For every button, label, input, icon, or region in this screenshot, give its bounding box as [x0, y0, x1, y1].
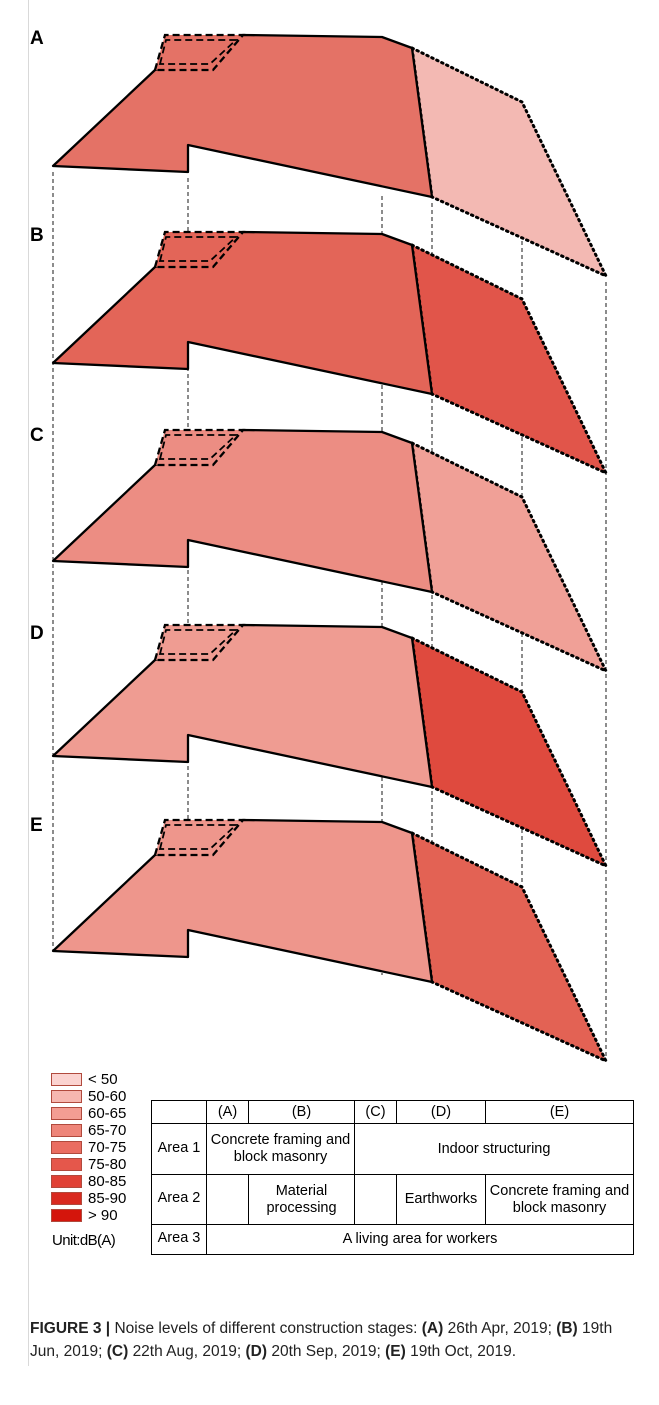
caption-key: (C)	[106, 1342, 129, 1360]
table-row: Area 1 Concrete framing and block masonr…	[151, 1123, 634, 1175]
area3-living-zone	[410, 242, 610, 477]
caption-text: Noise levels of different construction s…	[114, 1320, 418, 1337]
area2-site-outline	[51, 623, 434, 789]
table-cell: Earthworks	[396, 1174, 486, 1225]
legend-item: 50-60	[46, 1089, 156, 1105]
caption-date: 22th Aug, 2019;	[132, 1342, 242, 1360]
legend-label: 85-90	[88, 1190, 127, 1207]
area3-living-zone	[410, 830, 610, 1065]
table-cell	[206, 1174, 249, 1225]
caption-date: 19th Oct, 2019.	[410, 1342, 517, 1360]
legend-label: > 90	[88, 1207, 118, 1224]
table-cell: Material processing	[248, 1174, 355, 1225]
area3-living-zone	[410, 440, 610, 675]
table-cell	[354, 1174, 397, 1225]
area1-building-outline	[153, 33, 246, 72]
table-cell: A living area for workers	[206, 1224, 634, 1255]
area3-label: Area 3	[157, 1230, 201, 1246]
legend-item: 75-80	[46, 1157, 156, 1173]
legend-item: > 90	[46, 1208, 156, 1224]
legend-swatch	[51, 1209, 82, 1222]
table-corner-cell	[151, 1100, 207, 1124]
noise-map-stack	[51, 33, 610, 1065]
area1-building-outline	[153, 623, 246, 662]
caption-key: (A)	[421, 1320, 444, 1337]
table-header-cell: (D)	[396, 1100, 486, 1124]
area2-site-outline	[51, 818, 434, 984]
legend-swatch	[51, 1073, 82, 1086]
table-row: Area 2 Material processing Earthworks Co…	[151, 1174, 634, 1225]
caption-date: 20th Sep, 2019;	[271, 1342, 381, 1360]
area1-inner-outline	[158, 434, 239, 460]
construction-stage-table: (A) (B) (C) (D) (E) Area 1 Concrete fram…	[151, 1100, 634, 1255]
legend-label: 70-75	[88, 1139, 127, 1156]
legend-item: 60-65	[46, 1106, 156, 1122]
legend-unit: Unit:dB(A)	[52, 1232, 116, 1249]
area2-site-outline	[51, 428, 434, 594]
area3-living-zone	[410, 635, 610, 870]
legend-item: 70-75	[46, 1140, 156, 1156]
table-header-cell: (C)	[354, 1100, 397, 1124]
page-margin-rule	[28, 0, 29, 1366]
area1-cell: Area 1	[151, 1123, 207, 1175]
table-header-cell: (A)	[206, 1100, 249, 1124]
caption-figure-label: FIGURE 3 |	[30, 1320, 111, 1337]
legend-swatch	[51, 1124, 82, 1137]
area1-inner-outline	[158, 236, 239, 262]
table-cell: Concrete framing and block masonry	[485, 1174, 634, 1225]
caption-date: 19th Jun, 2019;	[30, 1320, 613, 1360]
panel-label-d: D	[30, 623, 44, 644]
caption-key: (E)	[385, 1342, 406, 1360]
area1-building-outline	[153, 428, 246, 467]
caption-key: (B)	[556, 1320, 578, 1337]
legend-item: 80-85	[46, 1174, 156, 1190]
area1-inner-outline	[158, 629, 239, 655]
legend-label: 65-70	[88, 1122, 127, 1139]
legend-swatch	[51, 1175, 82, 1188]
legend-label: 50-60	[88, 1088, 127, 1105]
caption-key: (D)	[245, 1342, 268, 1360]
legend-label: 80-85	[88, 1173, 127, 1190]
legend-item: 65-70	[46, 1123, 156, 1139]
legend-swatch	[51, 1090, 82, 1103]
panel-label-b: B	[30, 225, 44, 246]
site-map-panel-c	[51, 428, 610, 675]
area3-cell: Area 3	[151, 1224, 207, 1255]
panel-label-e: E	[30, 815, 43, 836]
table-header-row: (A) (B) (C) (D) (E)	[151, 1100, 634, 1124]
noise-legend: < 50 50-60 60-65 65-70 70-75 75-80 80-85…	[46, 1072, 156, 1225]
area1-label: Area 1	[157, 1139, 201, 1156]
table-header-cell: (E)	[485, 1100, 634, 1124]
panel-label-c: C	[30, 425, 44, 446]
site-map-panel-a	[51, 33, 610, 280]
legend-label: 60-65	[88, 1105, 127, 1122]
area1-building-outline	[153, 818, 246, 857]
table-cell: Concrete framing and block masonry	[206, 1123, 355, 1175]
area3-living-zone	[410, 45, 610, 280]
table-header-cell: (B)	[248, 1100, 355, 1124]
table-row: Area 3 A living area for workers	[151, 1224, 634, 1255]
panel-label-a: A	[30, 28, 44, 49]
area2-site-outline	[51, 33, 434, 199]
legend-swatch	[51, 1192, 82, 1205]
area1-inner-outline	[158, 824, 239, 850]
legend-swatch	[51, 1107, 82, 1120]
site-map-panel-b	[51, 230, 610, 477]
area2-site-outline	[51, 230, 434, 396]
caption-date: 26th Apr, 2019;	[447, 1320, 552, 1337]
site-map-panel-e	[51, 818, 610, 1065]
area2-label: Area 2	[157, 1190, 201, 1206]
legend-swatch	[51, 1141, 82, 1154]
area1-building-outline	[153, 230, 246, 269]
figure-caption: FIGURE 3 | Noise levels of different con…	[30, 1318, 642, 1363]
legend-label: 75-80	[88, 1156, 127, 1173]
legend-item: 85-90	[46, 1191, 156, 1207]
area1-inner-outline	[158, 39, 239, 65]
legend-swatch	[51, 1158, 82, 1171]
legend-label: < 50	[88, 1071, 118, 1088]
table-cell: Indoor structuring	[354, 1123, 634, 1175]
legend-item: < 50	[46, 1072, 156, 1088]
site-map-panel-d	[51, 623, 610, 870]
area2-cell: Area 2	[151, 1174, 207, 1225]
